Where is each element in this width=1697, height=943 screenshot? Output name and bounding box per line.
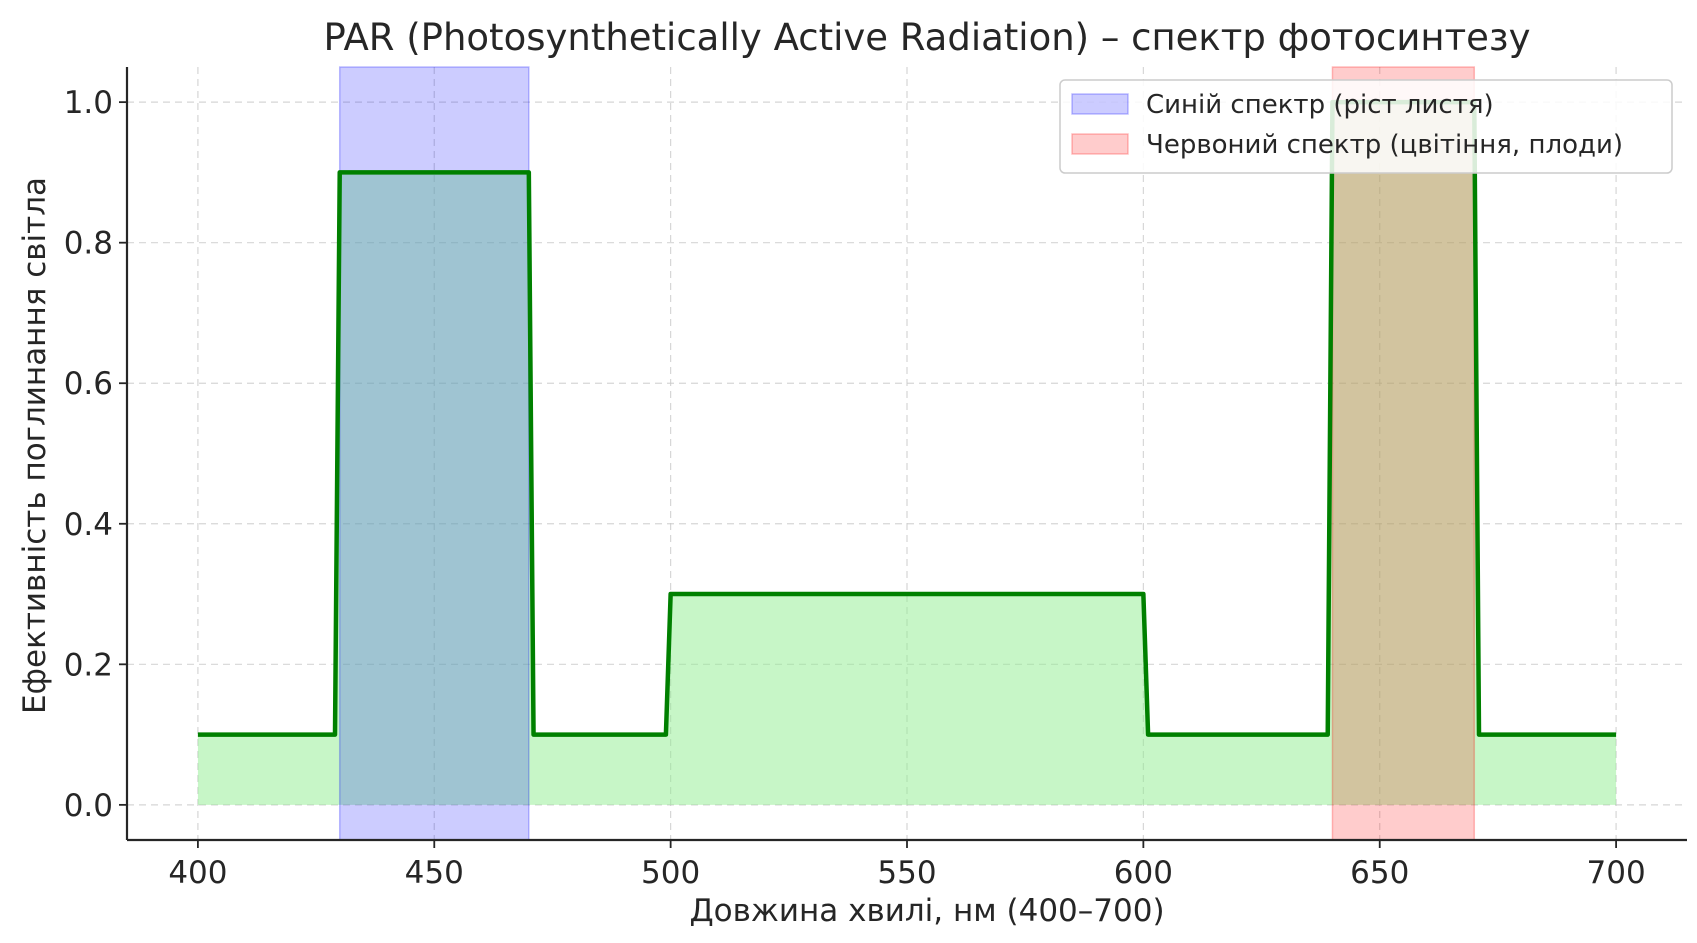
y-tick-label: 0.4: [64, 507, 113, 543]
x-axis-title: Довжина хвилі, нм (400–700): [689, 893, 1164, 929]
legend-swatch: [1071, 133, 1129, 155]
x-tick-label: 600: [1114, 855, 1173, 891]
x-tick-label: 450: [405, 855, 464, 891]
x-tick-label: 650: [1350, 855, 1409, 891]
spectrum-bands: [338, 66, 1476, 841]
legend-swatch: [1071, 93, 1129, 115]
spectrum-band: [1331, 66, 1476, 841]
chart-title: PAR (Photosynthetically Active Radiation…: [324, 16, 1531, 59]
legend-label: Синій спектр (ріст листя): [1146, 90, 1494, 120]
y-tick-label: 0.6: [64, 366, 113, 402]
x-tick-label: 550: [877, 855, 936, 891]
legend-box: [1059, 79, 1673, 174]
y-tick-label: 0.0: [64, 788, 113, 824]
y-tick-label: 1.0: [64, 85, 113, 121]
legend: Синій спектр (ріст листя) Червоний спектр…: [1059, 79, 1673, 174]
legend-label: Червоний спектр (цвітіння, плоди): [1146, 130, 1623, 160]
y-axis-title: Ефективність поглинання світла: [17, 177, 53, 714]
spectrum-band: [338, 66, 530, 841]
tick-labels: 400 450 500 550 600 650 700 0.0 0.2 0.4 0.6 0.8 1.0: [64, 85, 1646, 891]
x-tick-label: 400: [168, 855, 227, 891]
y-tick-label: 0.8: [64, 226, 113, 262]
x-tick-label: 500: [641, 855, 700, 891]
y-tick-label: 0.2: [64, 647, 113, 683]
x-tick-label: 700: [1587, 855, 1646, 891]
